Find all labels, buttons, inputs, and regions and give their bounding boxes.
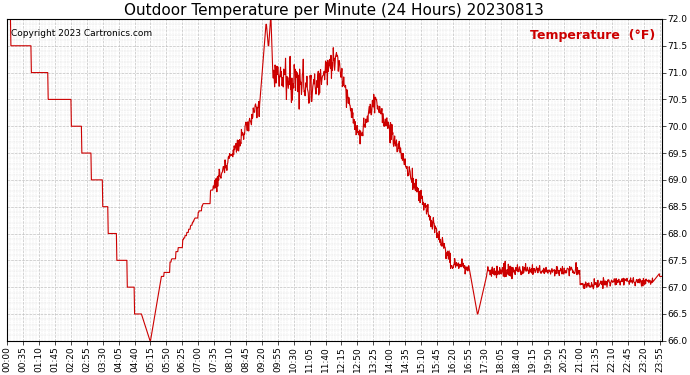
Text: Copyright 2023 Cartronics.com: Copyright 2023 Cartronics.com xyxy=(10,28,152,38)
Title: Outdoor Temperature per Minute (24 Hours) 20230813: Outdoor Temperature per Minute (24 Hours… xyxy=(124,3,544,18)
Text: Temperature  (°F): Temperature (°F) xyxy=(530,28,655,42)
